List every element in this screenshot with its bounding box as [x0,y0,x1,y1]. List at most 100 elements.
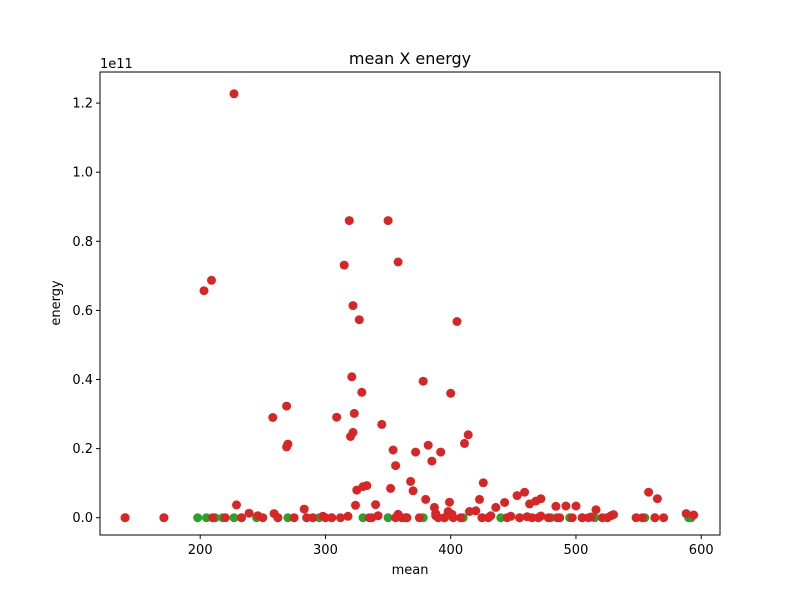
data-point [478,478,488,488]
data-point [543,513,553,523]
points-layer [120,89,699,523]
data-point [491,502,501,512]
y-axis-label: energy [49,280,64,326]
data-point [373,511,383,521]
x-tick-label: 600 [689,543,714,558]
data-point [477,513,487,523]
y-tick-label: 0.2 [72,442,93,457]
data-point [364,513,374,523]
data-point [393,257,403,267]
data-point [237,513,246,523]
data-point [520,487,530,497]
data-point [631,513,641,523]
data-point [207,275,216,285]
data-point [406,476,416,486]
data-point [644,487,654,497]
data-point [577,513,587,523]
data-point [354,315,364,325]
x-tick-label: 400 [438,543,463,558]
data-point [606,511,616,521]
data-point [650,513,660,523]
data-point [393,509,403,519]
data-point [193,513,203,523]
x-tick-label: 200 [188,543,213,558]
data-point [465,507,474,516]
data-point [536,494,546,504]
data-point [408,486,418,496]
data-point [561,501,571,511]
data-point [349,408,359,418]
data-point [282,442,292,452]
data-point [283,513,293,523]
data-point [445,497,454,507]
data-point [388,445,398,455]
data-point [475,494,484,504]
data-point [308,513,318,523]
data-point [383,216,393,226]
data-point [689,510,699,520]
data-point [299,504,309,514]
data-point [414,513,424,523]
x-tick-label: 500 [564,543,589,558]
data-point [336,513,345,523]
data-point [383,513,393,523]
data-point [567,513,577,523]
data-point [229,513,239,523]
ticks-layer: 200 300 400 500 600 0.0 0.2 0.4 0.6 0.8 1.0 1.2 [72,97,713,558]
data-point [551,501,561,511]
data-point [229,89,239,99]
y-tick-label: 0.0 [72,511,93,526]
data-point [591,505,601,515]
data-point [436,447,446,457]
data-point [348,301,358,311]
data-point [199,286,209,296]
data-point [456,513,466,523]
data-point [571,501,581,511]
data-point [536,511,546,521]
data-point [258,513,268,523]
data-point [344,216,354,226]
data-point [348,427,358,437]
data-point [351,500,360,510]
data-point [343,511,353,521]
data-point [358,513,368,523]
data-point [500,498,510,507]
y-tick-label: 1.2 [72,97,93,112]
data-point [318,511,328,521]
y-tick-label: 0.4 [72,373,93,388]
data-point [586,512,596,522]
data-point [427,456,437,466]
data-point [652,494,662,504]
data-point [273,513,283,523]
data-point [347,372,357,382]
data-point [431,511,441,521]
y-tick-label: 1.0 [72,166,93,181]
data-point [377,419,387,429]
data-point [244,508,254,518]
data-point [522,512,532,522]
data-point [681,509,691,519]
data-point [512,491,522,501]
data-point [486,511,496,521]
data-point [386,483,396,493]
data-point [411,447,421,457]
data-point [120,513,130,523]
data-point [282,401,292,411]
data-point [332,412,342,422]
data-point [208,513,218,523]
data-point [423,440,433,450]
data-point [202,513,211,523]
data-point [637,513,647,523]
chart-title: mean X energy [349,49,471,68]
data-point [357,387,367,397]
data-point [421,494,431,504]
data-point [552,513,562,523]
y-tick-label: 0.8 [72,235,93,250]
data-point [460,438,469,448]
data-point [268,413,278,422]
data-point [220,513,230,523]
data-point [418,376,428,386]
data-point [446,388,456,398]
